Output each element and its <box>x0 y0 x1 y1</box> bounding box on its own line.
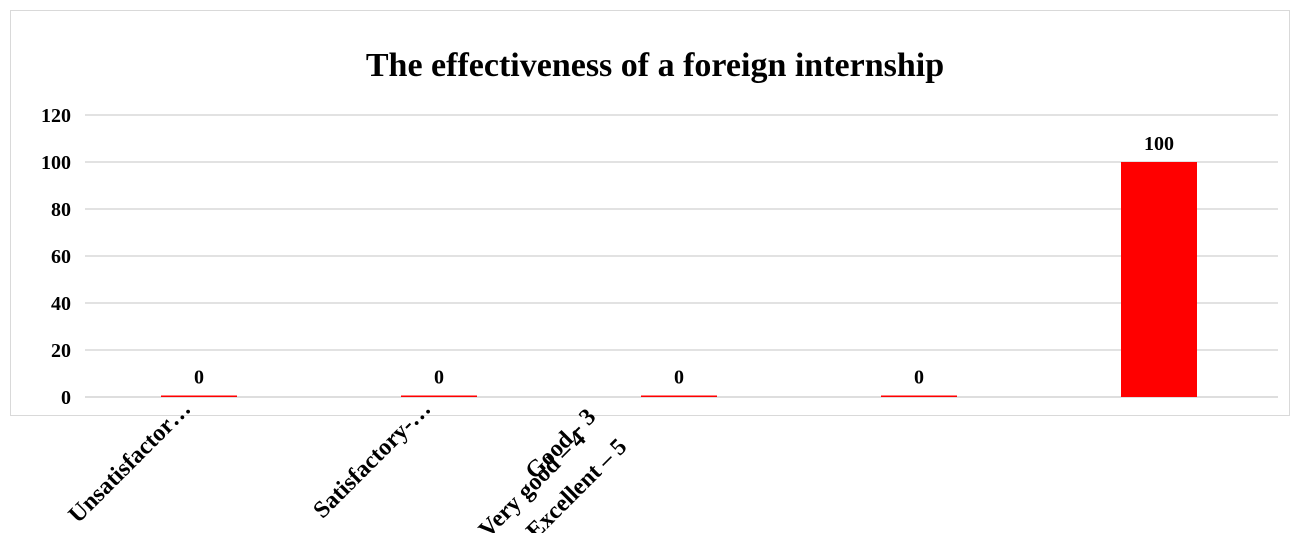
bar <box>881 395 957 397</box>
y-tick-label: 120 <box>41 105 71 127</box>
data-label: 0 <box>674 367 684 389</box>
x-category-label: Unsatisfactor… <box>64 396 196 528</box>
y-tick-label: 40 <box>51 293 71 315</box>
data-label: 0 <box>914 367 924 389</box>
bars <box>161 162 1197 397</box>
y-axis-ticks: 0 20 40 60 80 100 120 <box>41 105 71 409</box>
y-tick-label: 100 <box>41 152 71 174</box>
data-label: 0 <box>434 367 444 389</box>
y-tick-label: 20 <box>51 340 71 362</box>
gridlines <box>85 114 1278 398</box>
y-tick-label: 80 <box>51 199 71 221</box>
bar <box>161 395 237 397</box>
bar <box>1121 162 1197 397</box>
bar <box>401 395 477 397</box>
x-category-label: Satisfactory-… <box>309 396 437 524</box>
data-labels: 0 0 0 0 100 <box>194 133 1174 389</box>
chart-title: The effectiveness of a foreign internshi… <box>366 47 944 84</box>
chart-frame <box>10 10 1290 416</box>
x-axis-labels: Unsatisfactor… Satisfactory-… Very good – … <box>64 396 632 533</box>
data-label: 100 <box>1144 133 1174 155</box>
bar <box>641 395 717 397</box>
y-tick-label: 0 <box>61 387 71 409</box>
y-tick-label: 60 <box>51 246 71 268</box>
data-label: 0 <box>194 367 204 389</box>
